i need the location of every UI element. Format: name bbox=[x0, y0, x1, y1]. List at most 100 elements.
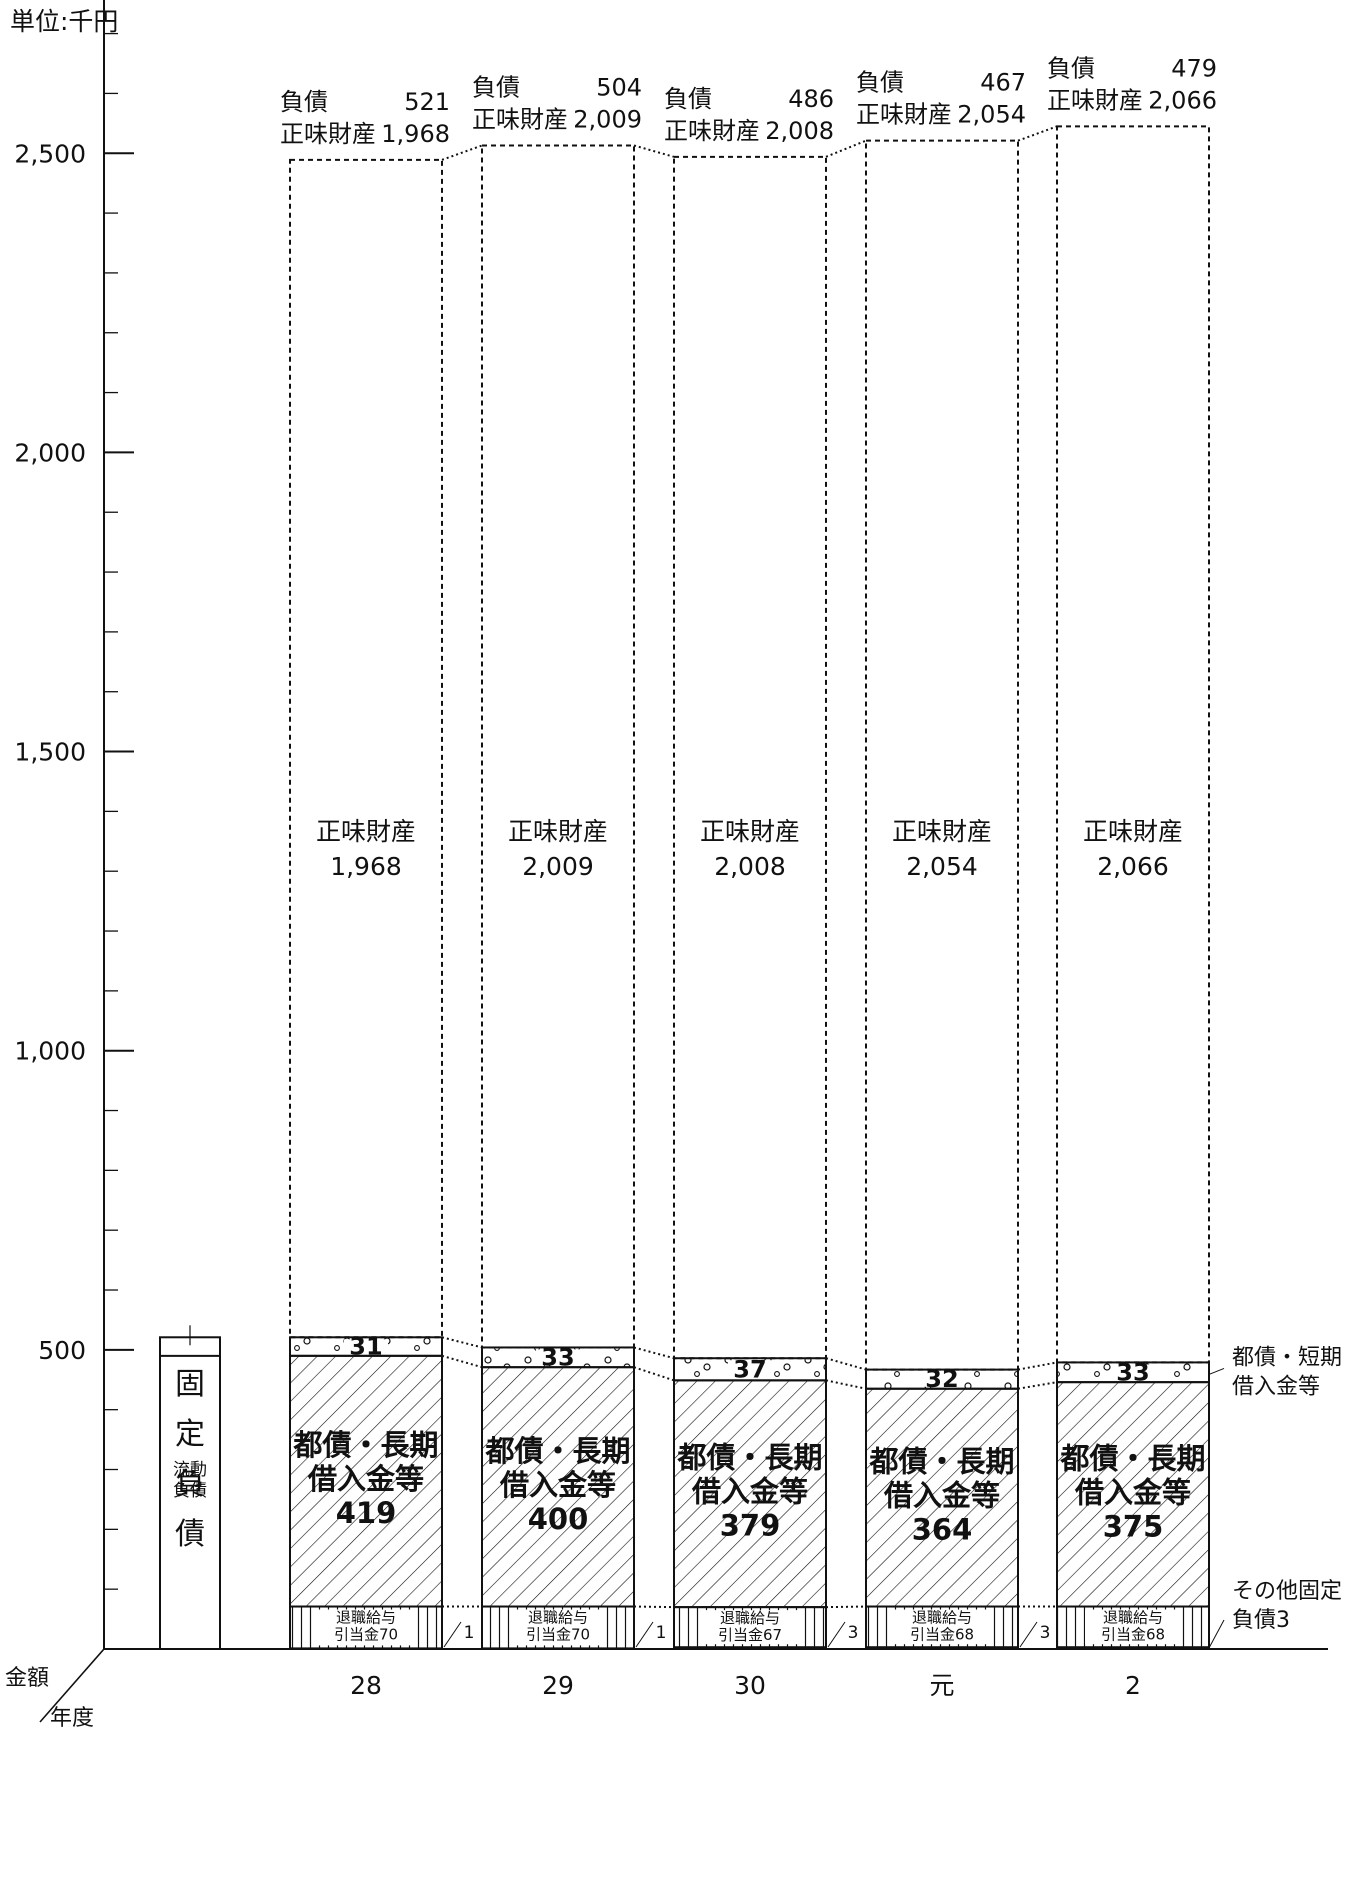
long-term-value: 419 bbox=[336, 1496, 397, 1530]
other-fixed-value: 3 bbox=[848, 1623, 859, 1643]
short-term-value: 31 bbox=[349, 1333, 382, 1361]
other-fixed-segment bbox=[1056, 1646, 1210, 1650]
net-assets-center-value: 2,008 bbox=[714, 852, 786, 881]
header-net-assets-value: 2,066 bbox=[1148, 86, 1217, 114]
net-assets-center-label: 正味財産 bbox=[508, 817, 608, 846]
legend-fixed-char: 固 bbox=[175, 1367, 205, 1402]
net-assets-center-value: 2,054 bbox=[906, 852, 978, 881]
y-tick-label: 1,500 bbox=[14, 738, 86, 767]
net-assets-center-label: 正味財産 bbox=[316, 817, 416, 846]
legend-other-fixed-label: その他固定 bbox=[1232, 1579, 1342, 1604]
connector-dotted-line bbox=[825, 1605, 867, 1609]
net-assets-box bbox=[673, 155, 827, 1360]
long-term-segment bbox=[289, 1354, 443, 1608]
retirement-label: 退職給与 bbox=[1103, 1609, 1163, 1627]
other-fixed-segment bbox=[481, 1647, 635, 1650]
retirement-label: 引当金67 bbox=[718, 1626, 782, 1644]
header-net-assets-label: 正味財産 bbox=[472, 105, 568, 133]
header-net-assets-label: 正味財産 bbox=[664, 117, 760, 145]
long-term-value: 375 bbox=[1103, 1509, 1164, 1543]
long-term-value: 400 bbox=[528, 1502, 589, 1536]
y-tick-label: 2,000 bbox=[14, 438, 86, 467]
other-fixed-value: 3 bbox=[1040, 1623, 1051, 1643]
retirement-label: 退職給与 bbox=[528, 1609, 588, 1627]
long-term-segment bbox=[865, 1387, 1019, 1608]
legend-short-term-label: 都債・短期 bbox=[1232, 1345, 1342, 1370]
legend-fixed-char: 債 bbox=[175, 1517, 205, 1552]
connector-dotted-line bbox=[441, 1336, 483, 1349]
long-term-label: 借入金等 bbox=[307, 1462, 424, 1496]
short-term-value: 32 bbox=[925, 1365, 958, 1393]
short-term-value-bg bbox=[536, 1349, 580, 1366]
net-assets-center-value: 2,066 bbox=[1097, 852, 1169, 881]
net-assets-center-value: 1,968 bbox=[330, 852, 402, 881]
retirement-label: 引当金68 bbox=[910, 1626, 974, 1644]
header-net-assets-value: 2,008 bbox=[765, 117, 834, 145]
header-net-assets-label: 正味財産 bbox=[856, 101, 952, 129]
short-term-value-bg bbox=[728, 1360, 772, 1379]
other-fixed-leader bbox=[635, 1621, 654, 1648]
long-term-label: 借入金等 bbox=[883, 1479, 1000, 1513]
x-tick-label: 29 bbox=[542, 1671, 574, 1700]
y-tick-label: 2,500 bbox=[14, 139, 86, 168]
other-fixed-segment bbox=[865, 1646, 1019, 1650]
other-fixed-leader bbox=[827, 1621, 846, 1648]
long-term-value: 379 bbox=[720, 1509, 781, 1543]
legend-other-fixed-label: 負債3 bbox=[1232, 1608, 1290, 1633]
connector-dotted-line bbox=[1017, 1361, 1058, 1371]
legend-fixed-char: 定 bbox=[175, 1417, 205, 1452]
legend-current-label: 流動 bbox=[173, 1460, 207, 1480]
y-axis-label: 金額 bbox=[5, 1666, 49, 1691]
other-fixed-value: 1 bbox=[656, 1623, 667, 1643]
net-assets-center-label: 正味財産 bbox=[892, 817, 992, 846]
retirement-label: 退職給与 bbox=[912, 1609, 972, 1627]
net-assets-box bbox=[865, 139, 1019, 1371]
retirement-label-bg bbox=[702, 1610, 798, 1645]
y-tick-label: 1,000 bbox=[14, 1037, 86, 1066]
connector-dotted-line bbox=[1017, 1381, 1058, 1390]
other-fixed-segment bbox=[673, 1646, 827, 1650]
header-liabilities-value: 486 bbox=[788, 85, 834, 113]
header-liabilities-label: 負債 bbox=[664, 85, 712, 113]
legend-short-term-label: 借入金等 bbox=[1232, 1374, 1320, 1399]
connector-dotted-line bbox=[441, 1354, 483, 1369]
other-fixed-segment bbox=[289, 1647, 443, 1650]
long-term-label: 都債・長期 bbox=[484, 1434, 630, 1468]
retirement-label: 引当金70 bbox=[334, 1626, 398, 1644]
short-term-leader bbox=[1208, 1367, 1225, 1375]
long-term-label: 借入金等 bbox=[691, 1475, 808, 1509]
retirement-label: 引当金68 bbox=[1101, 1626, 1165, 1644]
long-term-segment bbox=[1056, 1381, 1210, 1608]
header-liabilities-label: 負債 bbox=[472, 73, 520, 101]
other-fixed-value: 1 bbox=[464, 1623, 475, 1643]
connector-dotted-line bbox=[825, 1357, 867, 1371]
header-liabilities-value: 479 bbox=[1171, 54, 1217, 82]
net-assets-box bbox=[1056, 125, 1210, 1364]
retirement-label-bg bbox=[318, 1609, 414, 1646]
x-tick-label: 2 bbox=[1125, 1671, 1141, 1700]
x-tick-label: 30 bbox=[734, 1671, 766, 1700]
header-net-assets-value: 2,054 bbox=[957, 101, 1026, 129]
retirement-label: 退職給与 bbox=[720, 1609, 780, 1627]
short-term-value: 37 bbox=[733, 1355, 766, 1383]
header-net-assets-label: 正味財産 bbox=[280, 120, 376, 148]
long-term-label: 都債・長期 bbox=[1059, 1441, 1205, 1475]
header-liabilities-label: 負債 bbox=[280, 88, 328, 116]
header-liabilities-value: 521 bbox=[404, 88, 450, 116]
header-liabilities-label: 負債 bbox=[856, 69, 904, 97]
retirement-label-bg bbox=[510, 1609, 606, 1646]
long-term-label: 都債・長期 bbox=[868, 1445, 1014, 1479]
connector-dotted-line bbox=[633, 1346, 675, 1360]
header-net-assets-value: 1,968 bbox=[381, 120, 450, 148]
connector-dotted-line bbox=[825, 1379, 867, 1390]
x-axis-label: 年度 bbox=[50, 1706, 94, 1731]
x-tick-label: 28 bbox=[350, 1671, 382, 1700]
short-term-value-bg bbox=[344, 1339, 388, 1354]
unit-label: 単位:千円 bbox=[10, 7, 118, 36]
header-net-assets-value: 2,009 bbox=[573, 105, 642, 133]
net-assets-box bbox=[289, 158, 443, 1339]
legend-bar bbox=[159, 1336, 221, 1650]
header-liabilities-value: 467 bbox=[980, 69, 1026, 97]
other-fixed-leader bbox=[1019, 1621, 1038, 1648]
